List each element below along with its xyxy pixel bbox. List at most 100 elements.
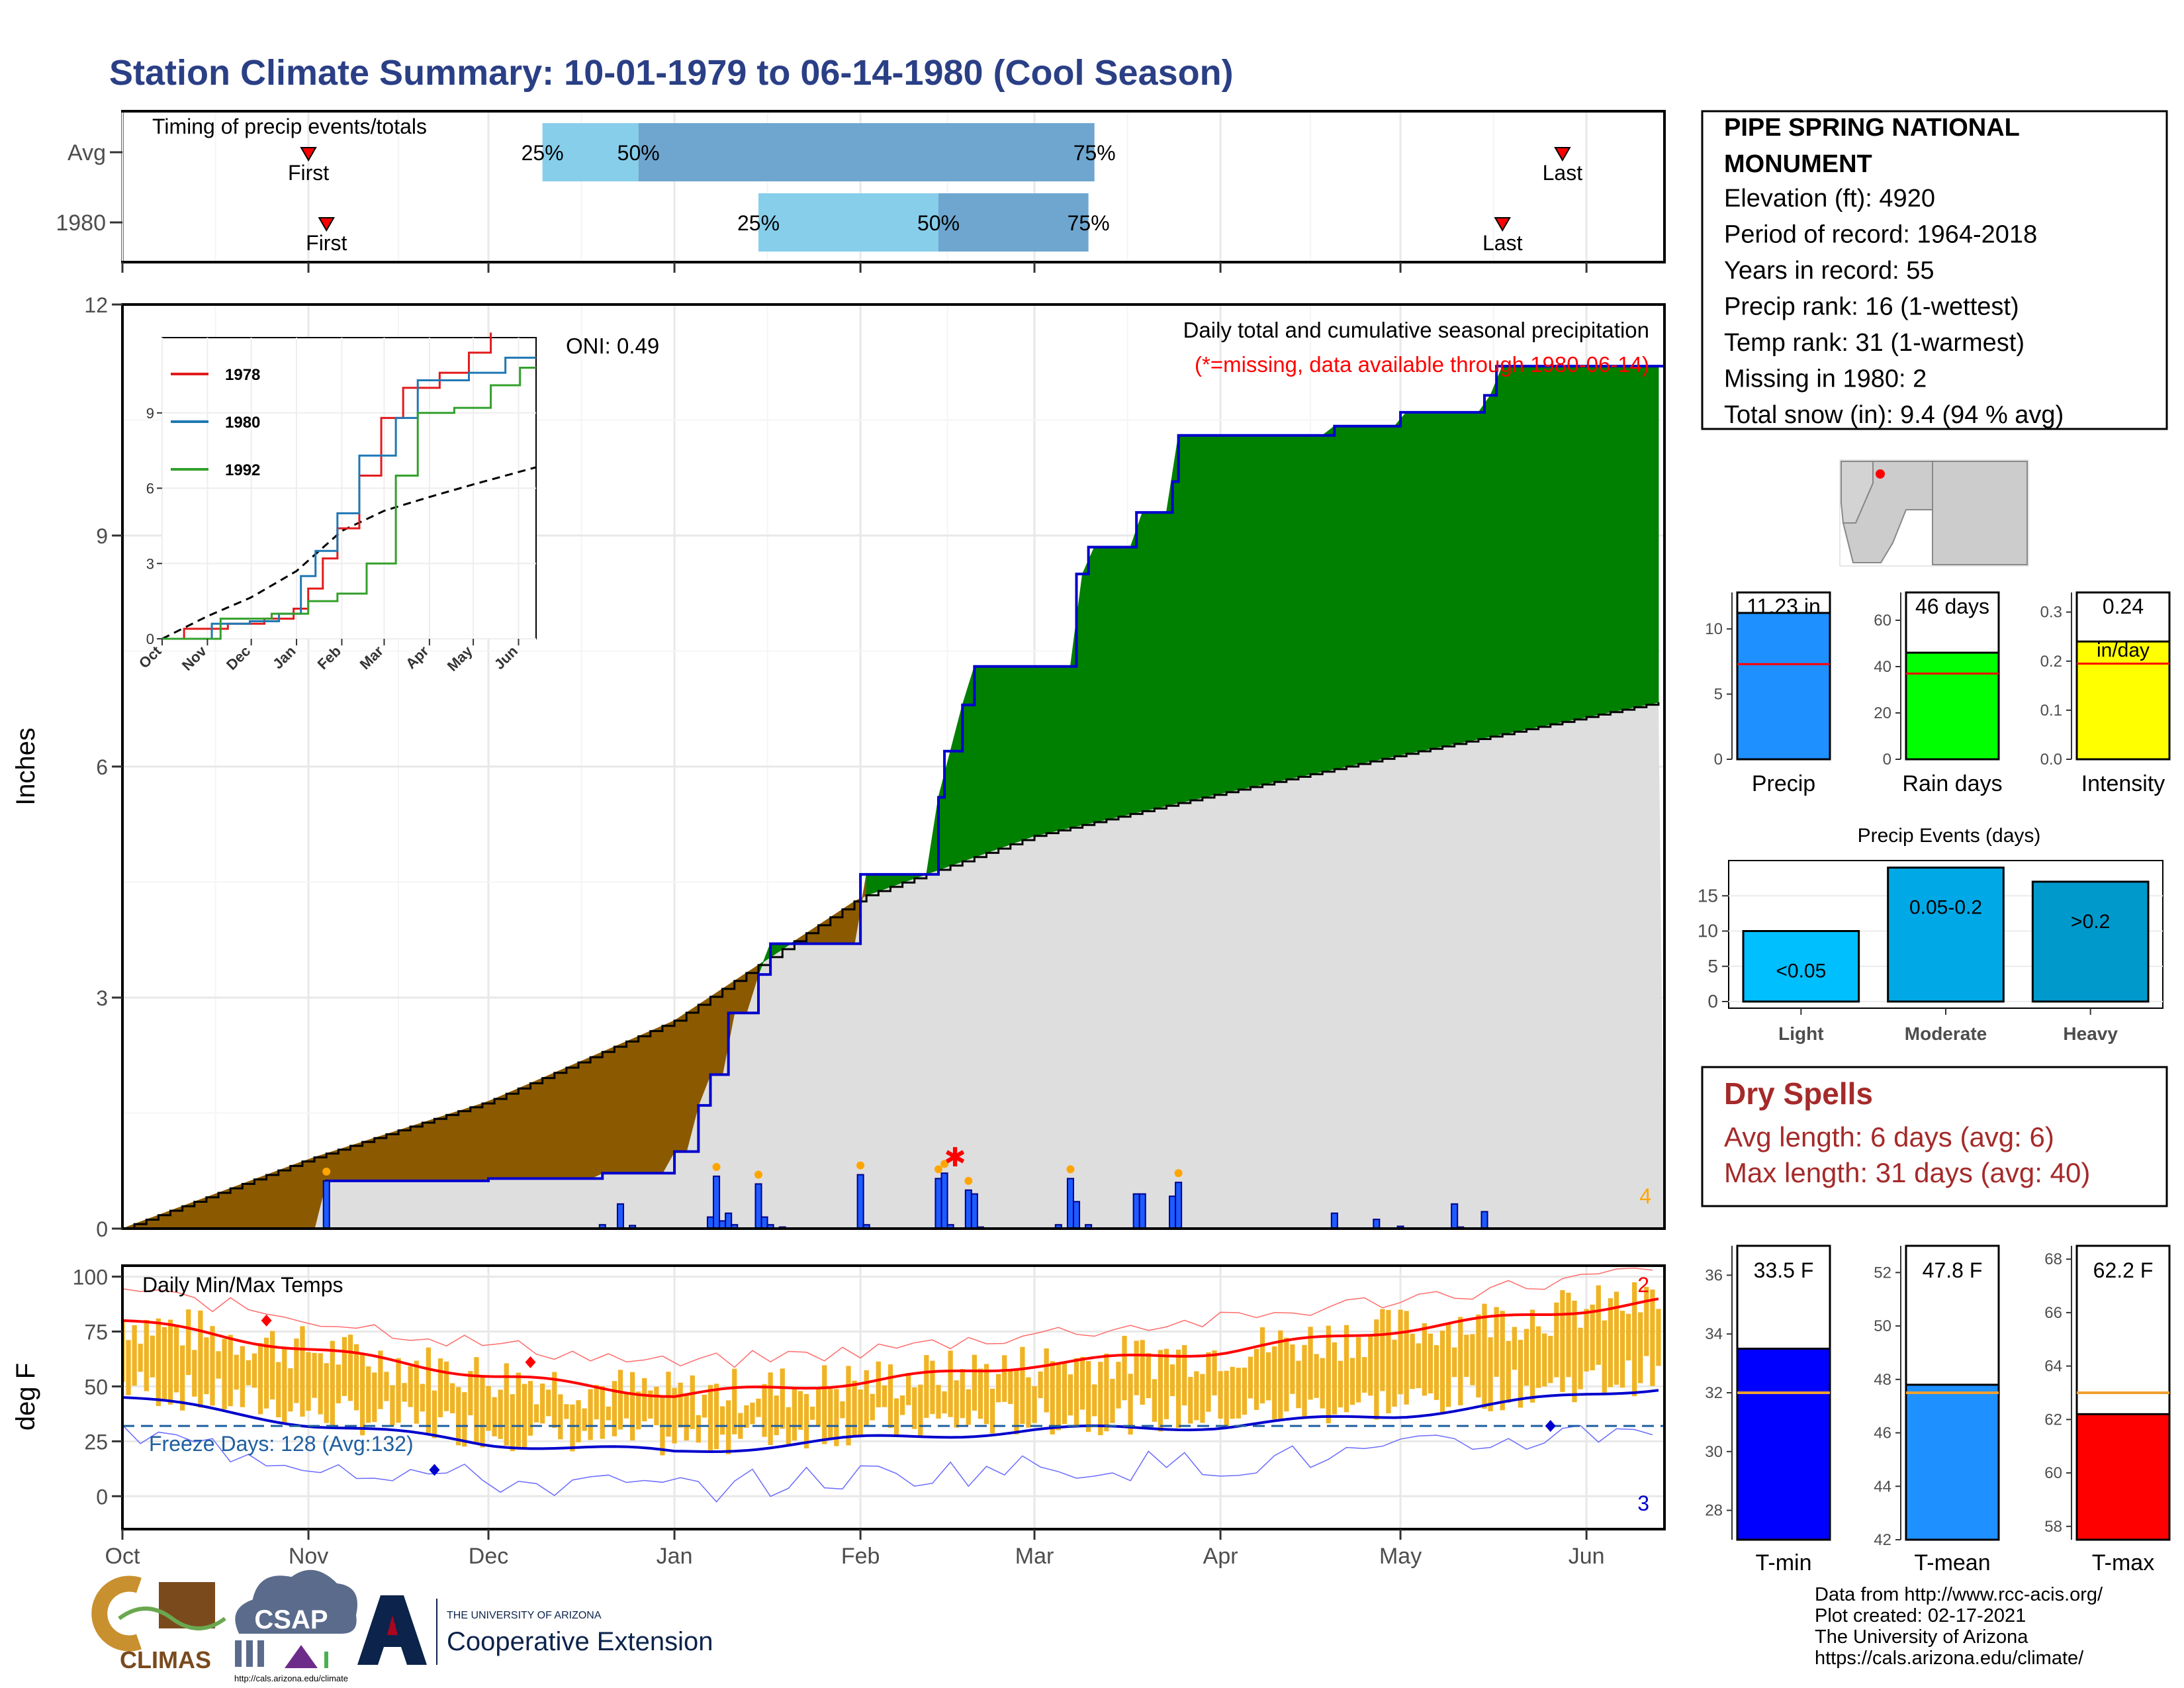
daily-precip-bar [940, 1172, 948, 1229]
daily-temp-range-bar [899, 1395, 905, 1415]
temp-bar-value: 62.2 F [2093, 1258, 2154, 1282]
freeze-days-label: Freeze Days: 128 (Avg:132) [149, 1432, 414, 1456]
daily-temp-range-bar [707, 1385, 713, 1450]
csap-mountain [285, 1645, 318, 1668]
daily-temp-range-bar [1056, 1364, 1061, 1430]
surplus-area-segment [1106, 546, 1119, 820]
summary-bars: 0 5 10 11.23 in Precip 0 20 40 60 46 days Rain day… [1705, 591, 2171, 796]
daily-temp-range-bar [792, 1387, 797, 1441]
station-details: Elevation (ft): 4920 Period of record: 19… [1724, 185, 2064, 429]
events-bar-label: >0.2 [2071, 911, 2110, 933]
temp-bar [1736, 1347, 1831, 1541]
surplus-area-segment [986, 666, 999, 854]
temp-bar-ytick-label: 30 [1705, 1443, 1723, 1461]
daily-temp-range-bar [1566, 1292, 1571, 1378]
daily-precip-bar [616, 1203, 625, 1229]
surplus-area-segment [1310, 435, 1323, 775]
daily-temp-range-bar [546, 1389, 551, 1417]
daily-temp-range-bar [876, 1361, 881, 1407]
daily-temp-range-bar [1439, 1331, 1445, 1414]
events-ytick-label: 0 [1707, 991, 1718, 1011]
daily-temp-range-bar [936, 1385, 941, 1419]
daily-temp-range-bar [1008, 1369, 1013, 1404]
daily-temp-range-bar [1110, 1378, 1115, 1423]
daily-precip-bar [970, 1193, 978, 1229]
ua-logo: THE UNIVERSITY OF ARIZONA Cooperative Ex… [357, 1595, 713, 1665]
deficit-area-segment [650, 1025, 663, 1174]
timing-bars: 25% 50% 75% First Last 25% 50% 75% First Last [288, 123, 1582, 255]
daily-temp-range-bar [1392, 1339, 1397, 1407]
events-bar-label: 0.05-0.2 [1909, 897, 1982, 919]
daily-temp-range-bar [1194, 1371, 1199, 1421]
daily-precip-bar [1072, 1201, 1081, 1229]
csap-bar-1 [235, 1640, 242, 1667]
daily-temp-range-bar [132, 1325, 137, 1386]
inset-legend-label: 1992 [225, 461, 260, 479]
daily-temp-range-bar [180, 1345, 185, 1411]
daily-temp-range-bar [1014, 1369, 1019, 1434]
summary-ytick-label: 0 [1883, 751, 1891, 769]
daily-temp-range-bar [1128, 1374, 1133, 1435]
dry-spells-max: Max length: 31 days (avg: 40) [1724, 1157, 2090, 1188]
timing-row-label-avg: Avg [68, 140, 106, 165]
timing-label-75: 75% [1068, 211, 1110, 235]
surplus-area-segment [1394, 411, 1407, 757]
daily-temp-range-bar [1086, 1361, 1091, 1432]
daily-temp-range-bar [1338, 1360, 1343, 1408]
inset-legend-label: 1978 [225, 366, 260, 384]
daily-temp-range-bar [1073, 1358, 1079, 1428]
record-low-envelope [122, 1425, 1653, 1503]
csap-url: http://cals.arizona.edu/climate [234, 1673, 348, 1683]
daily-precip-bar [1085, 1224, 1093, 1229]
climas-logo-text: CLIMAS [120, 1646, 211, 1673]
daily-temp-range-bar [294, 1338, 299, 1403]
summary-value-precip: 11.23 in [1747, 594, 1821, 618]
daily-temp-range-bar [1104, 1353, 1109, 1432]
deficit-area-segment [302, 1156, 315, 1229]
surplus-area-segment [1022, 666, 1035, 841]
daily-temp-range-bar [1169, 1364, 1175, 1397]
precip-ytick-label: 9 [96, 524, 108, 548]
daily-temp-range-bar [1146, 1352, 1151, 1399]
temp-bar-ytick-label: 48 [1874, 1371, 1891, 1389]
daily-temp-range-bar [1163, 1348, 1169, 1419]
heavy-event-marker [754, 1170, 763, 1179]
temp-ytick-label: 75 [84, 1321, 108, 1344]
daily-temp-range-bar [1182, 1344, 1187, 1406]
surplus-area-segment [1334, 426, 1347, 770]
daily-temp-range-bar [924, 1355, 929, 1418]
temp-bar-ytick-label: 62 [2044, 1411, 2062, 1429]
last-event-marker [1554, 147, 1571, 162]
climas-logo-mark [91, 1575, 142, 1652]
temp-ytick-label: 0 [96, 1485, 108, 1509]
last-event-label: Last [1482, 231, 1523, 255]
summary-ytick-label: 0.3 [2040, 604, 2062, 622]
daily-temp-range-bar [732, 1368, 737, 1434]
month-tick-label: Oct [105, 1544, 140, 1569]
daily-temp-range-bar [1535, 1326, 1541, 1388]
daily-temp-range-bar [1062, 1363, 1068, 1425]
deficit-area-segment [590, 1051, 603, 1180]
daily-precip-bar [1169, 1196, 1177, 1229]
daily-temp-range-bar [366, 1366, 371, 1423]
month-tick-label: May [1379, 1544, 1422, 1569]
daily-temp-range-bar [617, 1370, 623, 1430]
daily-temp-range-bar [240, 1346, 245, 1407]
summary-ytick-label: 0 [1714, 751, 1723, 769]
surplus-area-segment [1610, 365, 1623, 713]
inset-ytick-label: 9 [146, 405, 154, 422]
daily-temp-range-bar [300, 1326, 305, 1417]
daily-precip-bar [1373, 1219, 1381, 1229]
daily-temp-range-bar [1079, 1356, 1085, 1410]
temp-content [122, 1267, 1664, 1503]
daily-temp-range-bar [834, 1389, 839, 1446]
summary-ytick-label: 60 [1874, 612, 1891, 630]
deficit-area-segment [386, 1129, 399, 1182]
daily-temp-range-bar [1296, 1360, 1301, 1409]
daily-temp-range-bar [347, 1335, 353, 1401]
daily-temp-range-bar [468, 1371, 473, 1416]
deficit-area-segment [374, 1133, 387, 1182]
daily-temp-range-bar [930, 1360, 935, 1415]
daily-temp-range-bar [1554, 1302, 1559, 1378]
ua-small-text: THE UNIVERSITY OF ARIZONA [447, 1610, 602, 1621]
